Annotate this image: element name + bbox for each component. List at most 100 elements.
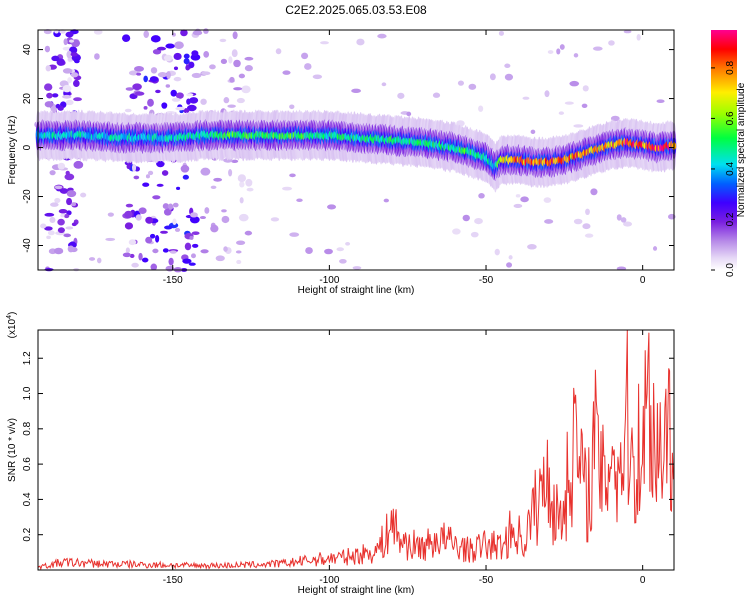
spectrogram-noise-blob — [169, 250, 177, 254]
spectrogram-noise-blob — [351, 88, 361, 94]
spectrogram-noise-blob — [520, 196, 529, 203]
spectrogram-noise-blob — [305, 247, 313, 254]
spectrogram-noise-blob — [133, 175, 140, 180]
colorbar-tick-label: 0.6 — [725, 111, 736, 125]
spectrogram-noise-blob — [189, 216, 200, 224]
spectrogram-noise-blob — [143, 75, 148, 83]
spectrogram-noise-blob — [244, 230, 253, 236]
spectrogram-noise-blob — [623, 30, 632, 34]
spectrogram-noise-blob — [191, 72, 202, 79]
spectrogram-noise-blob — [44, 226, 53, 231]
spectrogram-y-ticks: -40 -20 0 20 40 — [22, 44, 674, 253]
spectrogram-noise-blob — [138, 252, 143, 261]
spectrogram-noise-blob — [608, 40, 615, 46]
snr-y-multiplier-exp: 4 — [6, 315, 13, 319]
snr-series-line — [37, 329, 674, 571]
spectrogram-noise-blob — [73, 79, 80, 88]
spectrogram-noise-blob — [183, 53, 190, 59]
spectrogram-noise-blob — [56, 58, 65, 66]
spectrogram-noise-blob — [80, 192, 87, 198]
spectrogram-noise-blob — [508, 255, 513, 260]
spectrogram-noise-blob — [165, 43, 175, 49]
spectrogram-noise-blob — [231, 49, 238, 58]
spectrogram-noise-blob — [232, 31, 238, 40]
spectrogram-noise-blob — [141, 257, 149, 263]
snr-y-multiplier: (x104) — [6, 312, 18, 339]
spectrogram-noise-blob — [301, 52, 309, 60]
spectrogram-noise-blob — [152, 248, 159, 254]
spectrogram-noise-blob — [191, 231, 200, 235]
snr-x-tick-label: 0 — [640, 575, 646, 586]
spectrogram-noise-blob — [62, 94, 72, 99]
spectrogram-noise-blob — [244, 65, 253, 72]
spectrogram-noise-blob — [282, 186, 293, 191]
spectrogram-noise-blob — [186, 93, 194, 97]
spectrogram-noise-blob — [182, 258, 192, 264]
spectrogram-noise-blob — [54, 197, 61, 203]
spectrogram-noise-blob — [397, 92, 405, 99]
spectrogram-noise-blob — [165, 84, 171, 88]
spectrogram-noise-blob — [126, 164, 131, 170]
spectrogram-noise-blob — [468, 83, 477, 90]
snr-y-multiplier-base: (x10 — [7, 318, 18, 338]
spectrogram-noise-blob — [156, 183, 164, 187]
spectrogram-noise-blob — [275, 48, 282, 55]
spectrogram-noise-blob — [188, 262, 196, 266]
spectrogram-noise-blob — [494, 248, 500, 256]
spectrogram-noise-blob — [67, 77, 72, 84]
spectrogram-noise-blob — [236, 259, 242, 265]
spectrogram-noise-blob — [50, 202, 59, 207]
spectrogram-noise-blob — [63, 38, 68, 46]
spectrogram-noise-blob — [582, 85, 589, 92]
spectrogram-noise-blob — [150, 35, 161, 43]
spectrogram-noise-blob — [138, 207, 147, 215]
spectrogram-noise-blob — [215, 255, 225, 262]
spectrogram-noise-blob — [304, 63, 312, 70]
spectrogram-noise-blob — [156, 160, 165, 168]
spectrogram-noise-blob — [289, 173, 296, 178]
spectrogram-noise-blob — [168, 257, 174, 266]
spectrogram-noise-blob — [223, 246, 228, 252]
spectrogram-noise-blob — [132, 163, 137, 172]
spectrogram-noise-blob — [636, 34, 641, 41]
spectrogram-noise-blob — [132, 83, 142, 91]
spectrogram-noise-blob — [547, 50, 554, 54]
spectrogram-noise-blob — [200, 249, 209, 254]
spectrogram-noise-blob — [564, 101, 574, 105]
spectrogram-noise-blob — [573, 218, 583, 225]
snr-x-tick-label: -50 — [479, 575, 494, 586]
spectrogram-ridge — [35, 109, 677, 193]
spectrogram-noise-blob — [65, 31, 74, 38]
spectrogram-noise-blob — [66, 210, 72, 216]
spectrogram-noise-blob — [515, 194, 521, 198]
spectrogram-noise-blob — [543, 197, 552, 203]
spectrogram-noise-blob — [171, 97, 181, 102]
spectrogram-noise-blob — [163, 54, 173, 62]
spectrogram-noise-blob — [270, 217, 280, 222]
snr-x-tick-label: -100 — [319, 575, 339, 586]
spectrogram-noise-blob — [199, 216, 207, 220]
snr-frame — [37, 329, 675, 571]
spectrogram-noise-blob — [200, 98, 207, 105]
spectrogram-noise-blob — [124, 210, 133, 219]
spectrogram-noise-blob — [513, 203, 523, 209]
spectrogram-noise-blob — [296, 198, 303, 203]
spectrogram-noise-blob — [192, 243, 199, 248]
spectrogram-noise-blob — [504, 63, 511, 68]
spectrogram-noise-blob — [238, 73, 246, 79]
spectrogram-noise-blob — [174, 41, 184, 50]
spectrogram-noise-blob — [233, 59, 241, 68]
spectrogram-noise-blob — [289, 104, 295, 110]
spectrogram-noise-blob — [152, 48, 162, 55]
spectrogram-noise-blob — [124, 222, 134, 230]
spectrogram-noise-blob — [125, 247, 130, 254]
spectrogram-x-tick-label: -50 — [479, 275, 494, 286]
spectrogram-noise-blob — [66, 197, 73, 206]
spectrogram-y-tick-label: 40 — [22, 44, 33, 56]
spectrogram-noise-blob — [383, 198, 389, 203]
spectrogram-noise-blob — [54, 185, 63, 190]
spectrogram-noise-blob — [150, 263, 158, 271]
chart-title: C2E2.2025.065.03.53.E08 — [285, 3, 427, 17]
spectrogram-noise-blob — [67, 245, 75, 253]
spectrogram-noise-blob — [620, 217, 627, 223]
